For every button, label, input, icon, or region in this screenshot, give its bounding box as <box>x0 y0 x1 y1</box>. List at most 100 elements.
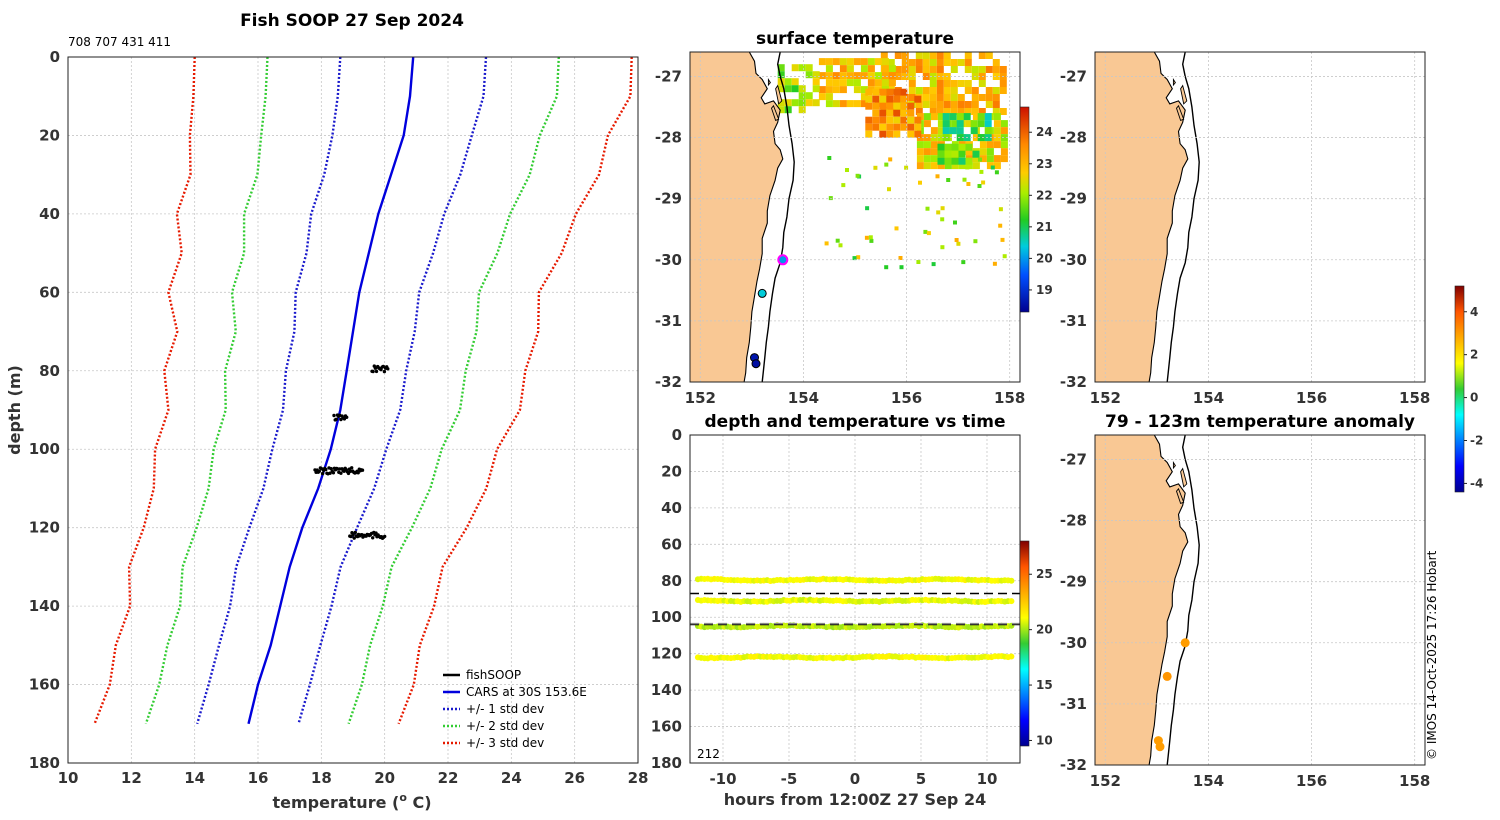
sst-pixel <box>881 65 889 73</box>
sst-pixel <box>923 148 931 156</box>
fishsoop-point <box>352 536 356 540</box>
sst-pixel <box>978 80 986 87</box>
sst-pixel <box>784 85 792 93</box>
sst-pixel <box>936 108 944 115</box>
sst-pixel <box>893 123 901 131</box>
sst-pixel <box>879 130 887 138</box>
sst-pixel <box>1002 254 1007 259</box>
sst-pixel <box>879 102 887 110</box>
sst-pixel <box>805 99 813 107</box>
anomaly-map-title: 79 - 123m temperature anomaly <box>1105 412 1415 432</box>
fishsoop-point <box>332 413 336 418</box>
sst-pixel <box>914 130 922 138</box>
sst-pixel <box>1000 148 1008 156</box>
sst-pixel <box>937 127 945 135</box>
fishsoop-point <box>360 468 365 472</box>
station-marker <box>757 288 767 298</box>
sst-pixel <box>944 157 952 165</box>
surface-map-land <box>690 52 783 382</box>
depth-time-corner-label: 212 <box>697 747 720 761</box>
sst-pixel <box>958 143 966 151</box>
sst-pixel <box>853 86 861 94</box>
sst-pixel <box>916 141 924 149</box>
sst-pixel <box>944 150 952 158</box>
sst-pixel <box>900 116 908 124</box>
sst-pixel <box>993 120 1001 128</box>
sst-pixel <box>979 155 987 163</box>
anomaly-map-island <box>1180 467 1188 488</box>
surface-map-lat-tick-label: -27 <box>655 67 682 85</box>
sst-pixel <box>1000 134 1008 142</box>
std3-lower-line <box>93 56 196 725</box>
sst-pixel <box>838 243 843 248</box>
sst-pixel <box>978 66 986 73</box>
sst-pixel <box>856 255 861 260</box>
sst-pixel <box>893 88 901 96</box>
sst-pixel <box>898 256 903 260</box>
sst-pixel <box>998 223 1003 228</box>
depth-time-x-tick-label: -10 <box>709 770 736 788</box>
sst-pixel <box>971 87 979 94</box>
sst-pixel <box>992 94 1000 101</box>
fishsoop-point <box>324 467 328 472</box>
profile-title: Fish SOOP 27 Sep 2024 <box>240 11 464 31</box>
fishsoop-points <box>313 364 390 540</box>
sst-pixel <box>923 162 931 170</box>
empty-map-lon-tick-label: 156 <box>1296 389 1327 407</box>
depth-time-x-label: hours from 12:00Z 27 Sep 24 <box>724 790 986 809</box>
empty-map-geography <box>1095 52 1200 382</box>
sst-pixel <box>958 157 966 165</box>
sst-pixel <box>860 100 868 108</box>
depth-time-colorbar-tick-label: 25 <box>1036 567 1053 581</box>
sst-pixel <box>926 231 931 236</box>
legend-cars: CARS at 30S 153.6E <box>466 685 587 699</box>
sst-pixel <box>812 78 820 86</box>
sst-pixel <box>986 162 994 170</box>
empty-map-lat-tick-label: -32 <box>1060 373 1087 391</box>
sst-pixel <box>825 65 833 73</box>
surface-map-x-ticks: 152 154 156 158 <box>685 389 1026 407</box>
profile-y-tick-label: 120 <box>29 519 60 537</box>
depth-time-y-tick-label: 100 <box>651 608 682 626</box>
fishsoop-point <box>320 471 325 476</box>
empty-map-lat-tick-label: -28 <box>1060 129 1087 147</box>
sst-pixel <box>965 143 973 151</box>
empty-map-lon-tick-label: 152 <box>1090 389 1121 407</box>
sst-colorbar <box>1019 106 1030 313</box>
sst-pixel <box>805 71 813 79</box>
fishsoop-point <box>334 417 338 421</box>
profile-x-tick-label: 14 <box>184 769 205 787</box>
empty-map-y-ticks: -27 -28 -29 -30 -31 -32 <box>1060 67 1087 391</box>
sst-pixel <box>791 99 799 107</box>
sst-pixel <box>907 102 915 110</box>
sst-pixel <box>984 113 992 121</box>
sst-pixel <box>908 94 916 101</box>
sst-pixel <box>986 141 994 149</box>
sst-pixel <box>868 235 873 240</box>
fishsoop-point <box>350 466 354 470</box>
empty-map-x-ticks: 152 154 156 158 <box>1090 389 1431 407</box>
sst-pixel <box>894 66 902 73</box>
sst-pixel <box>915 66 923 73</box>
sst-pixel <box>930 148 938 156</box>
sst-pixel <box>839 58 847 66</box>
sst-pixel <box>812 85 820 93</box>
depth-time-point <box>1008 653 1015 660</box>
surface-map-coastline <box>705 52 784 382</box>
surface-map-lat-tick-label: -32 <box>655 373 682 391</box>
sst-pixel <box>907 109 915 117</box>
profile-x-tick-label: 26 <box>564 769 585 787</box>
sst-pixel <box>777 71 785 79</box>
sst-pixel <box>992 66 1000 73</box>
surface-map-lon-tick-label: 156 <box>891 389 922 407</box>
sst-pixel <box>922 59 930 66</box>
anomaly-map-lat-tick-label: -28 <box>1060 512 1087 530</box>
empty-map-lat-tick-label: -30 <box>1060 251 1087 269</box>
sst-pixel <box>839 100 847 108</box>
sst-pixel <box>1000 237 1005 242</box>
sst-pixel <box>957 59 965 66</box>
sst-pixel <box>828 196 833 201</box>
sst-pixel <box>953 220 957 225</box>
sst-pixel <box>825 72 833 80</box>
sst-pixel <box>869 238 874 243</box>
